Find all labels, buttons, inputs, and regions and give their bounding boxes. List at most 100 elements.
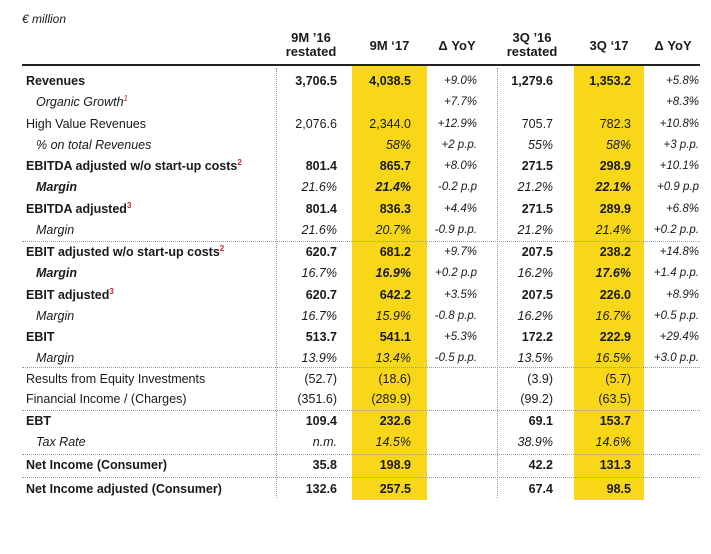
row-label-text: EBT: [26, 414, 51, 428]
table-row-margin: Margin 13.9% 13.4% -0.5 p.p. 13.5% 16.5% +3.0 …: [0, 348, 711, 368]
row-label: EBITDA adjusted w/o start-up costs2: [26, 156, 242, 176]
header-3q16-line2: restated: [506, 44, 558, 59]
row-label-text: Revenues: [26, 74, 86, 88]
cell-col0: 513.7: [305, 330, 337, 344]
cell-col0: 132.6: [305, 482, 337, 496]
cell-col1: (289.9): [371, 392, 411, 406]
cell-col1: 541.1: [379, 330, 411, 344]
cell-col1: 13.4%: [375, 351, 411, 365]
row-label: Revenues: [26, 71, 85, 91]
cell-col5: +3.0 p.p.: [653, 352, 699, 364]
cell-col3: 207.5: [521, 245, 553, 259]
table-row-high-value-revenues: High Value Revenues 2,076.6 2,344.0 +12.9% 7…: [0, 114, 711, 134]
row-label: Margin: [36, 348, 74, 368]
table-row-margin: Margin 21.6% 20.7% -0.9 p.p. 21.2% 21.4% +0.2 …: [0, 220, 711, 240]
cell-col4: 14.6%: [595, 435, 631, 449]
cell-col1: 20.7%: [375, 223, 411, 237]
cell-col0: 16.7%: [301, 266, 337, 280]
cell-col4: 58%: [605, 138, 631, 152]
cell-col5: +8.9%: [666, 289, 699, 301]
cell-col2: +0.2 p.p: [435, 267, 477, 279]
cell-col1: 642.2: [379, 288, 411, 302]
cell-col4: 1,353.2: [589, 74, 631, 88]
table-row-results-equity-investments: Results from Equity Investments (52.7) (18…: [0, 369, 711, 389]
header-9m16: 9M ’16 restated: [276, 31, 346, 59]
cell-col3: 21.2%: [517, 223, 553, 237]
row-label: Results from Equity Investments: [26, 369, 205, 389]
cell-col4: 289.9: [599, 202, 631, 216]
cell-col4: (5.7): [605, 372, 631, 386]
cell-col4: 226.0: [599, 288, 631, 302]
cell-col5: +29.4%: [659, 331, 699, 343]
cell-col2: +3.5%: [444, 289, 477, 301]
row-label: Margin: [36, 220, 74, 240]
cell-col3: 16.2%: [517, 266, 553, 280]
row-label-text: Margin: [36, 223, 75, 237]
header-yoy-3q: Δ YoY: [654, 38, 692, 53]
cell-col4: (63.5): [598, 392, 631, 406]
cell-col5: +0.9 p.p: [657, 181, 699, 193]
cell-col1: 58%: [385, 138, 411, 152]
cell-col1: 21.4%: [375, 180, 411, 194]
cell-col3: 1,279.6: [511, 74, 553, 88]
cell-col2: +8.0%: [444, 160, 477, 172]
cell-col1: 865.7: [379, 159, 411, 173]
cell-col4: 782.3: [599, 117, 631, 131]
table-row-organic-growth: Organic Growth1 +7.7% +8.3%: [0, 92, 711, 112]
cell-col1: 198.9: [379, 458, 411, 472]
table-row-ebitda-adj-wo-startup: EBITDA adjusted w/o start-up costs2 801.4…: [0, 156, 711, 176]
row-separator: [22, 477, 700, 478]
header-3q16: 3Q ’16 restated: [497, 31, 567, 59]
row-label-text: Net Income adjusted (Consumer): [26, 482, 222, 496]
cell-col5: +14.8%: [659, 246, 699, 258]
table-row-financial-income-charges: Financial Income / (Charges) (351.6) (289.…: [0, 389, 711, 409]
cell-col3: 42.2: [528, 458, 553, 472]
row-label-text: Margin: [36, 180, 77, 194]
cell-col2: -0.9 p.p.: [434, 224, 477, 236]
column-separator-2: [497, 68, 498, 498]
cell-col1: 4,038.5: [369, 74, 411, 88]
row-label: EBIT: [26, 327, 54, 347]
cell-col3: (99.2): [520, 392, 553, 406]
cell-col4: 153.7: [599, 414, 631, 428]
footnote-marker: 3: [126, 200, 132, 210]
cell-col3: 67.4: [528, 482, 553, 496]
cell-col2: +5.3%: [444, 331, 477, 343]
row-label: EBIT adjusted w/o start-up costs2: [26, 242, 224, 262]
table-row-ebt: EBT 109.4 232.6 69.1 153.7: [0, 411, 711, 431]
row-label-text: Margin: [36, 266, 77, 280]
cell-col3: 207.5: [521, 288, 553, 302]
row-label-text: EBIT: [26, 330, 55, 344]
table-row-revenues: Revenues 3,706.5 4,038.5 +9.0% 1,279.6 1,353.…: [0, 71, 711, 91]
row-separator: [22, 454, 700, 455]
row-label-text: EBITDA adjusted w/o start-up costs: [26, 159, 238, 173]
row-separator: [22, 410, 700, 411]
cell-col1: 14.5%: [375, 435, 411, 449]
row-label-text: EBIT adjusted w/o start-up costs: [26, 245, 220, 259]
cell-col3: 13.5%: [517, 351, 553, 365]
cell-col3: 38.9%: [517, 435, 553, 449]
cell-col5: +1.4 p.p.: [653, 267, 699, 279]
cell-col2: +9.0%: [444, 75, 477, 87]
cell-col0: 16.7%: [301, 309, 337, 323]
cell-col5: +3 p.p.: [663, 139, 700, 151]
table-row-margin: Margin 16.7% 16.9% +0.2 p.p 16.2% 17.6% +1.4 p…: [0, 263, 711, 283]
row-label-text: Margin: [36, 309, 75, 323]
cell-col2: +7.7%: [444, 96, 477, 108]
header-rule: [22, 64, 700, 66]
table-row-ebit-adj-wo-startup: EBIT adjusted w/o start-up costs2 620.7 68…: [0, 242, 711, 262]
cell-col0: (52.7): [304, 372, 337, 386]
footnote-marker: 3: [109, 286, 114, 296]
row-label-text: Net Income (Consumer): [26, 458, 167, 472]
cell-col1: 257.5: [379, 482, 411, 496]
cell-col0: 620.7: [305, 288, 337, 302]
cell-col4: 16.5%: [595, 351, 631, 365]
row-label: % on total Revenues: [36, 135, 151, 155]
cell-col2: -0.2 p.p: [438, 181, 477, 193]
row-label: Financial Income / (Charges): [26, 389, 186, 409]
row-label-text: Financial Income / (Charges): [26, 392, 187, 406]
table-row-net-income-consumer: Net Income (Consumer) 35.8 198.9 42.2 131.3: [0, 455, 711, 475]
cell-col5: +5.8%: [666, 75, 699, 87]
row-label: EBITDA adjusted3: [26, 199, 131, 219]
cell-col4: 298.9: [599, 159, 631, 173]
